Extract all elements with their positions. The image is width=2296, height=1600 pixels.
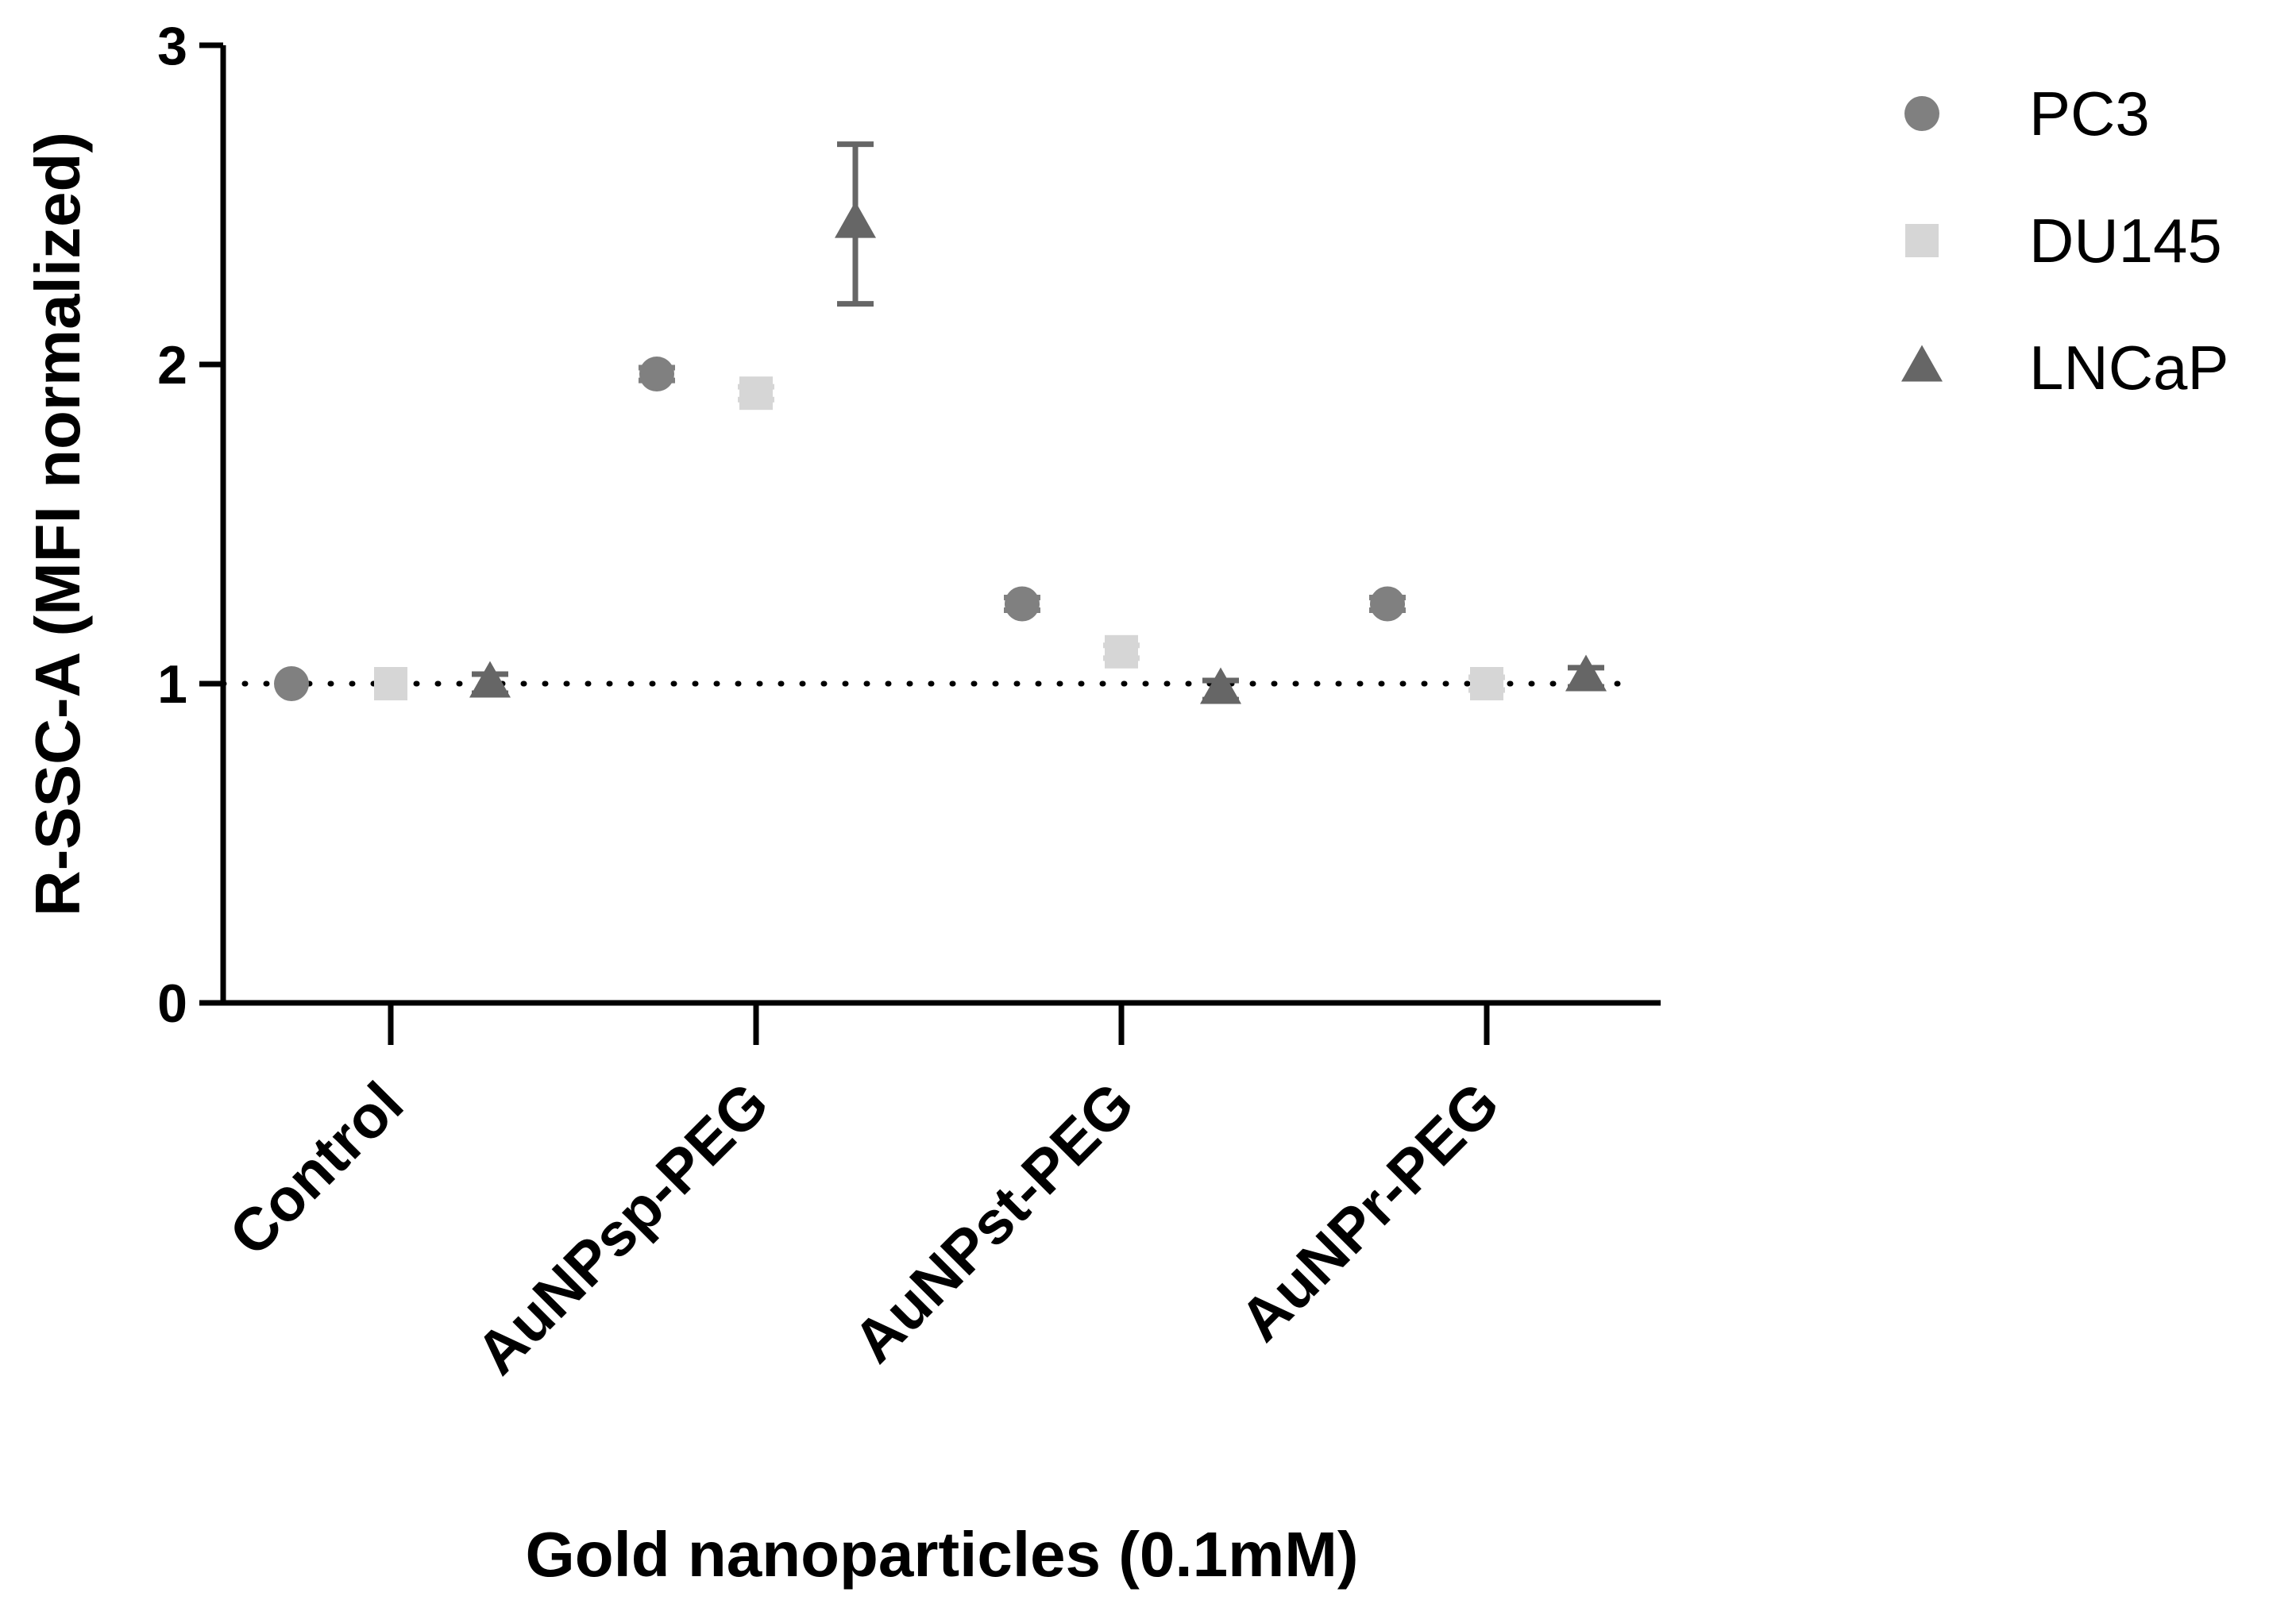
x-axis-title: Gold nanoparticles (0.1mM) <box>525 1519 1358 1590</box>
legend-marker-lncap <box>1901 345 1943 382</box>
legend: PC3 DU145 LNCaP <box>1901 79 2228 403</box>
data-point-du145 <box>1470 667 1503 700</box>
y-tick-label: 1 <box>157 654 187 715</box>
data-point-du145 <box>739 376 773 411</box>
data-point-pc3 <box>1005 586 1040 622</box>
x-tick-label: AuNPst-PEG <box>840 1070 1147 1376</box>
y-axis-title: R-SSC-A (MFI normalized) <box>22 132 93 916</box>
x-tick-label: AuNPr-PEG <box>1227 1070 1512 1355</box>
x-tick-label: Control <box>217 1070 416 1269</box>
data-point-pc3 <box>639 357 674 392</box>
data-point-du145 <box>1105 634 1138 669</box>
legend-marker-du145 <box>1905 224 1939 257</box>
axes <box>220 45 1661 1006</box>
data-point-lncap <box>835 201 876 238</box>
y-tick-label: 0 <box>157 973 187 1034</box>
data-point-du145 <box>374 667 407 700</box>
legend-marker-pc3 <box>1904 96 1939 131</box>
data-point-lncap <box>1200 667 1241 704</box>
y-tick-label: 3 <box>157 16 187 76</box>
legend-label-du145: DU145 <box>2029 206 2222 276</box>
legend-label-lncap: LNCaP <box>2029 333 2228 403</box>
data-point-pc3 <box>1370 586 1405 622</box>
x-tick-label: AuNPsp-PEG <box>464 1070 781 1387</box>
y-ticks: 0 1 2 3 <box>157 16 223 1034</box>
x-ticks: Control AuNPsp-PEG AuNPst-PEG AuNPr-PEG <box>217 1003 1512 1387</box>
legend-label-pc3: PC3 <box>2029 79 2150 148</box>
data-point-pc3 <box>274 666 309 701</box>
y-tick-label: 2 <box>157 335 187 395</box>
data-point-lncap <box>1565 654 1607 692</box>
data-point-lncap <box>469 661 511 698</box>
data-points <box>274 141 1607 704</box>
